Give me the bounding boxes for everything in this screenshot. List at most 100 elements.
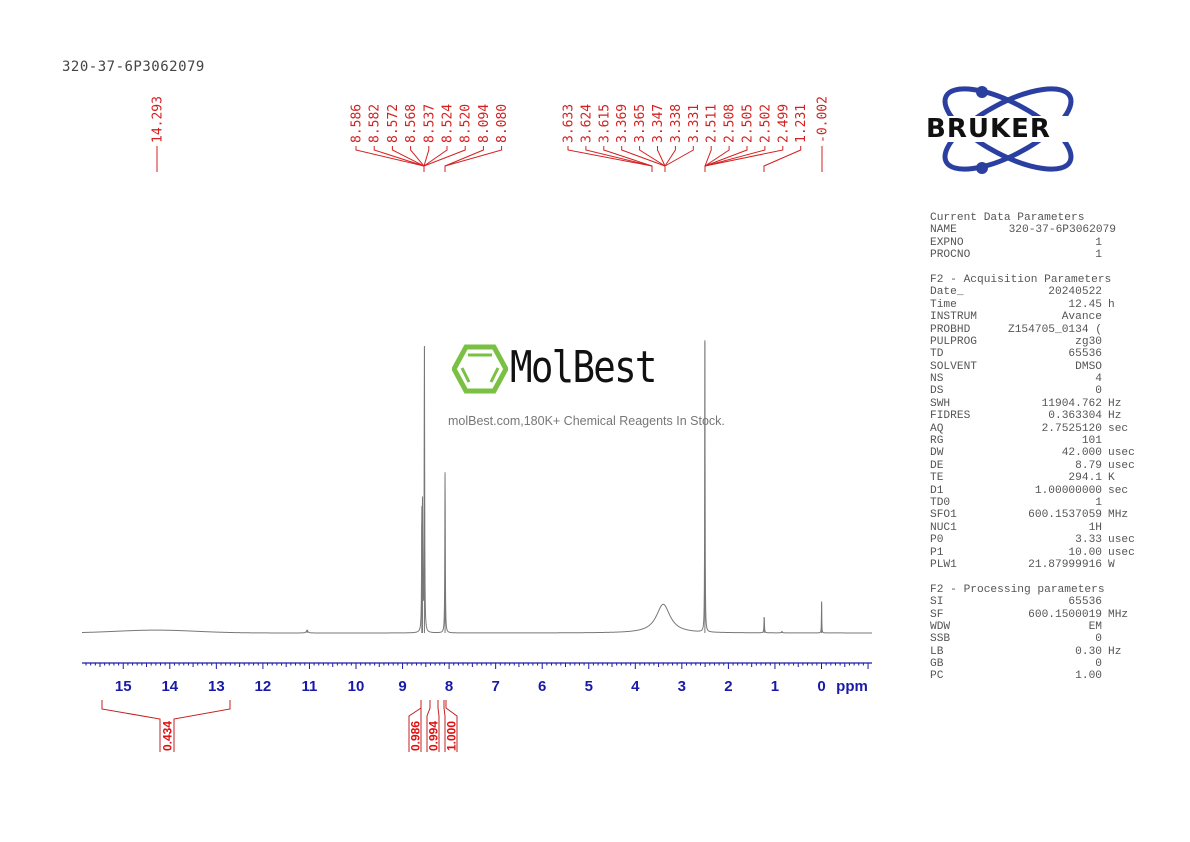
param-key: INSTRUM [930, 311, 977, 324]
x-axis-tick-label: 5 [585, 678, 593, 695]
param-key: SOLVENT [930, 360, 977, 373]
param-row: PULPROG zg30 [930, 336, 1135, 348]
param-key: Date_ [930, 286, 964, 299]
peak-label-connector [373, 146, 425, 172]
param-key: P1 [930, 546, 944, 559]
peak-label: 8.520 [459, 104, 474, 143]
param-row: DE 8.79 usec [930, 460, 1135, 472]
param-key: AQ [930, 422, 944, 435]
param-row: LB 0.30 Hz [930, 646, 1135, 658]
param-key: P0 [930, 534, 944, 547]
peak-label: 2.508 [723, 104, 738, 143]
param-row: PLW1 21.87999916 W [930, 559, 1135, 571]
integral-value: 1.000 [445, 721, 459, 751]
peak-label: 2.511 [705, 104, 720, 143]
peak-label-connector [704, 146, 766, 172]
param-value: 65536 [1068, 348, 1102, 361]
param-value: 1.00000000 [1034, 484, 1102, 497]
benzene-logo-icon [451, 344, 509, 394]
atom-orbit-icon [924, 86, 1092, 174]
param-value: 0.30 [1075, 645, 1102, 658]
x-axis-tick-label: 10 [348, 678, 365, 695]
peak-label-connector [585, 146, 653, 172]
peak-label: 8.582 [368, 104, 383, 143]
section-gap [930, 262, 1135, 274]
param-key: WDW [930, 620, 951, 633]
peak-label: 3.331 [687, 104, 702, 143]
param-row: SI 65536 [930, 596, 1135, 608]
param-row: NUC1 1H [930, 522, 1135, 534]
param-value: 0 [1095, 658, 1102, 671]
param-unit: W [1108, 558, 1115, 571]
x-axis-tick-label: 4 [631, 678, 640, 695]
param-row: SFO1 600.1537059 MHz [930, 509, 1135, 521]
param-unit: Hz [1108, 397, 1122, 410]
integral-value: 0.434 [161, 721, 175, 751]
x-axis-tick-label: 15 [115, 678, 132, 695]
param-value: 3.33 [1075, 534, 1102, 547]
peak-label-connector [391, 146, 425, 172]
param-key: SSB [930, 633, 951, 646]
param-row: P0 3.33 usec [930, 534, 1135, 546]
peak-label: 2.499 [776, 104, 791, 143]
peak-label-connector [423, 146, 448, 172]
integral-bracket [445, 700, 458, 752]
param-value: EM [1088, 620, 1102, 633]
param-row: DW 42.000 usec [930, 447, 1135, 459]
peak-label: 3.338 [669, 104, 684, 143]
param-row: Date_ 20240522 [930, 286, 1135, 298]
param-unit: K [1108, 472, 1115, 485]
integral-value: 0.986 [409, 721, 423, 751]
peak-label: 8.080 [495, 104, 510, 143]
peak-label-connector [664, 146, 694, 172]
param-row: SSB 0 [930, 633, 1135, 645]
param-row: TE 294.1 K [930, 472, 1135, 484]
integral-bracket [101, 700, 161, 752]
peak-label: 3.347 [651, 104, 666, 143]
param-value: zg30 [1075, 335, 1102, 348]
param-key: RG [930, 435, 944, 448]
param-value: 21.87999916 [1028, 558, 1102, 571]
param-value: 294.1 [1068, 472, 1102, 485]
integral-bracket [426, 700, 431, 752]
param-value: Avance [1061, 311, 1102, 324]
param-value: 20240522 [1048, 286, 1102, 299]
integral-bracket [173, 700, 231, 752]
param-unit: sec [1108, 484, 1129, 497]
param-row: GB 0 [930, 658, 1135, 670]
param-unit: h [1108, 298, 1115, 311]
param-key: EXPNO [930, 236, 964, 249]
param-value: 8.79 [1075, 459, 1102, 472]
watermark-tagline: molBest.com,180K+ Chemical Reagents In S… [448, 414, 725, 428]
peak-label: 2.505 [741, 104, 756, 143]
param-row: INSTRUM Avance [930, 311, 1135, 323]
x-axis-tick-label: 8 [445, 678, 453, 695]
param-value: 42.000 [1061, 447, 1102, 460]
param-section-heading: F2 - Acquisition Parameters [930, 273, 1112, 286]
param-key: PROCNO [930, 249, 971, 262]
param-row: TD 65536 [930, 348, 1135, 360]
param-value: Z154705_0134 ( [1008, 323, 1102, 336]
x-axis-tick-label: 12 [255, 678, 272, 695]
param-row: WDW EM [930, 621, 1135, 633]
x-axis-tick-label: 0 [817, 678, 825, 695]
param-row: SOLVENT DMSO [930, 361, 1135, 373]
param-key: NAME [930, 224, 957, 237]
param-unit: usec [1108, 459, 1135, 472]
peak-label-connector [704, 146, 784, 172]
peak-label: 3.365 [633, 104, 648, 143]
param-key: D1 [930, 484, 944, 497]
peak-label-connector [664, 146, 676, 172]
param-value: 1 [1095, 496, 1102, 509]
peak-label: 8.524 [441, 104, 456, 143]
peak-label: 3.615 [597, 104, 612, 143]
param-key: PC [930, 670, 944, 683]
param-row: SF 600.1500019 MHz [930, 609, 1135, 621]
integral-bracket [437, 700, 440, 752]
x-axis-tick-label: 11 [302, 678, 318, 695]
watermark-brand: MolBest [510, 342, 657, 393]
peak-label-connector [704, 146, 712, 172]
param-value: 10.00 [1068, 546, 1102, 559]
param-value: DMSO [1075, 360, 1102, 373]
peak-label: 3.369 [615, 104, 630, 143]
